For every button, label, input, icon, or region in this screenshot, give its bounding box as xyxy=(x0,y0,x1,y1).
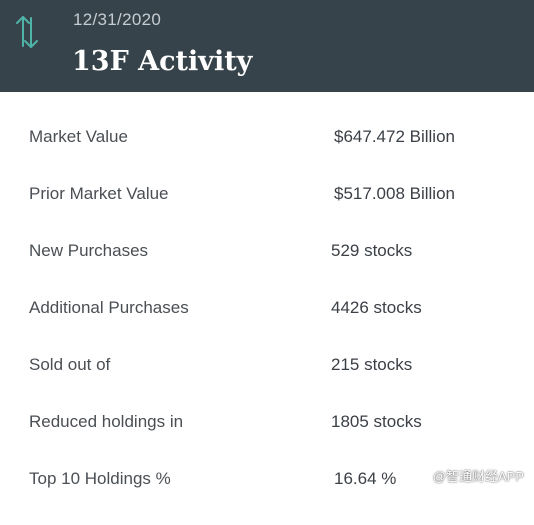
row-top-10-holdings: Top 10 Holdings % 16.64 % xyxy=(0,468,534,525)
row-reduced-holdings: Reduced holdings in 1805 stocks xyxy=(0,411,534,468)
row-label: Reduced holdings in xyxy=(29,412,184,431)
row-label: New Purchases xyxy=(29,241,149,260)
row-label: Prior Market Value xyxy=(29,184,169,203)
row-market-value: Market Value $647.472 Billion xyxy=(0,126,534,183)
page-title: 13F Activity xyxy=(72,46,253,77)
row-additional-purchases: Additional Purchases 4426 stocks xyxy=(0,297,534,354)
row-label: Additional Purchases xyxy=(29,298,189,317)
row-sold-out: Sold out of 215 stocks xyxy=(0,354,534,411)
row-label: Market Value xyxy=(29,127,128,146)
header-bar: 12/31/2020 13F Activity xyxy=(0,0,534,92)
row-new-purchases: New Purchases 529 stocks xyxy=(0,240,534,297)
row-prior-market-value: Prior Market Value $517.008 Billion xyxy=(0,183,534,240)
row-value: 4426 stocks xyxy=(331,298,422,317)
swap-vertical-arrows-icon xyxy=(16,16,38,48)
row-value: 16.64 % xyxy=(334,469,397,488)
row-label: Top 10 Holdings % xyxy=(29,469,171,488)
row-value: $517.008 Billion xyxy=(334,184,455,203)
row-value: $647.472 Billion xyxy=(334,127,455,146)
watermark: @智通财经APP xyxy=(432,469,524,484)
row-value: 1805 stocks xyxy=(331,412,422,431)
row-value: 215 stocks xyxy=(331,355,413,374)
report-date: 12/31/2020 xyxy=(73,10,162,29)
row-label: Sold out of xyxy=(29,355,111,374)
row-value: 529 stocks xyxy=(331,241,413,260)
